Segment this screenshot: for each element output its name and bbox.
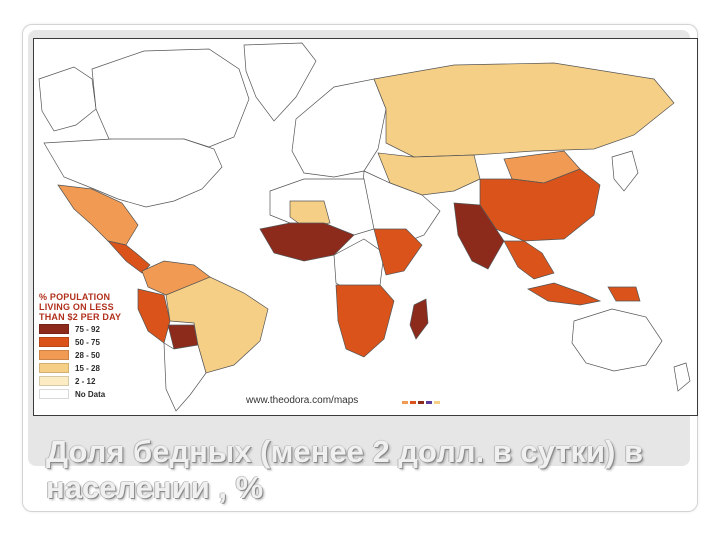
legend-title-line: LIVING ON LESS [39,302,114,312]
legend-item: 75 - 92 [39,323,149,335]
legend-item: No Data [39,388,149,400]
source-mark [426,401,432,404]
region-southeast-asia [503,240,555,280]
legend-swatch [39,363,69,373]
legend-label: No Data [75,389,106,399]
legend-label: 15 - 28 [75,363,100,373]
region-indonesia [527,282,602,306]
region-brazil [165,276,269,374]
region-europe [291,78,387,178]
legend-label: 75 - 92 [75,324,100,334]
legend-swatch [39,350,69,360]
world-map [38,42,691,412]
region-usa [43,138,223,208]
legend-item: 50 - 75 [39,336,149,348]
region-central-america [107,240,151,274]
legend-label: 28 - 50 [75,350,100,360]
legend-label: 2 - 12 [75,376,96,386]
map-source-credit: www.theodora.com/maps [246,395,359,406]
legend-swatch [39,389,69,399]
legend-swatch [39,324,69,334]
legend-item: 2 - 12 [39,375,149,387]
map-legend: % POPULATION LIVING ON LESS THAN $2 PER … [39,292,149,400]
region-southern-africa [335,284,395,358]
region-india [453,202,505,270]
source-color-marks [402,401,440,404]
legend-swatch [39,376,69,386]
region-southern-cone [163,342,207,412]
region-west-africa [259,222,355,262]
region-russia [373,62,675,158]
source-mark [410,401,416,404]
legend-title-line: % POPULATION [39,292,111,302]
region-alaska [38,66,97,132]
region-east-africa [373,228,423,276]
legend-title: % POPULATION LIVING ON LESS THAN $2 PER … [39,292,149,322]
legend-item: 28 - 50 [39,349,149,361]
region-australia [571,308,663,372]
region-japan [611,150,639,192]
legend-title-line: THAN $2 PER DAY [39,312,122,322]
region-canada [91,48,250,148]
map-panel: % POPULATION LIVING ON LESS THAN $2 PER … [33,38,698,416]
region-greenland [243,42,317,122]
region-new-zealand [673,362,691,392]
region-papua [607,286,641,302]
legend-swatch [39,337,69,347]
source-mark [402,401,408,404]
slide-title: Доля бедных (менее 2 долл. в сутки) в на… [46,434,644,505]
region-madagascar [409,298,429,340]
source-mark [434,401,440,404]
legend-label: 50 - 75 [75,337,100,347]
source-mark [418,401,424,404]
legend-item: 15 - 28 [39,362,149,374]
